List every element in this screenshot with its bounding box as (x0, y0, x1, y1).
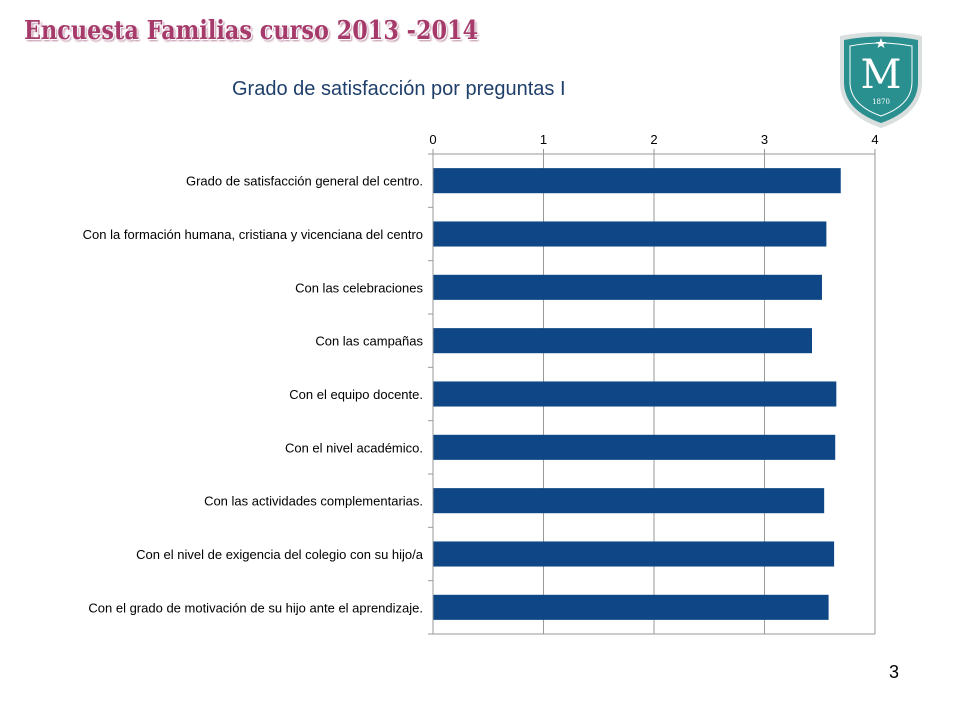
x-tick-label: 3 (761, 132, 768, 147)
bar (433, 594, 829, 620)
category-label: Con las campañas (315, 334, 423, 349)
chart-labels: 0 1 2 3 4 Grado de satisfacción general del c… (83, 132, 879, 615)
x-tick-label: 0 (429, 132, 436, 147)
chart-axes (428, 149, 876, 635)
crest-year: 1870 (872, 98, 890, 106)
bar (433, 274, 822, 300)
bar (433, 381, 837, 407)
category-label: Con el grado de motivación de su hijo an… (88, 600, 423, 615)
category-label: Grado de satisfacción general del centro… (186, 174, 423, 189)
x-tick-label: 4 (871, 132, 878, 147)
bar (433, 328, 813, 354)
x-tick-label: 2 (650, 132, 657, 147)
bar (433, 434, 836, 460)
slide-title: Encuesta Familias curso 2013 -2014 (24, 16, 479, 46)
bar (433, 541, 835, 567)
bar (433, 488, 825, 514)
crest-star-icon (875, 38, 887, 48)
school-crest-logo: M 1870 (840, 32, 922, 128)
chart-title: Grado de satisfacción por preguntas I (232, 78, 566, 100)
bar (433, 168, 841, 194)
category-label: Con las actividades complementarias. (204, 494, 423, 509)
crest-letter: M (861, 52, 902, 98)
category-label: Con el nivel académico. (285, 440, 423, 455)
chart-bars (433, 168, 841, 620)
category-label: Con el equipo docente. (289, 387, 423, 402)
category-label: Con la formación humana, cristiana y vic… (83, 227, 423, 242)
page-number: 3 (889, 662, 900, 682)
category-label: Con el nivel de exigencia del colegio co… (136, 547, 424, 562)
bar (433, 221, 827, 247)
x-tick-label: 1 (540, 132, 547, 147)
crest-shield (844, 36, 918, 123)
category-label: Con las celebraciones (295, 280, 423, 295)
